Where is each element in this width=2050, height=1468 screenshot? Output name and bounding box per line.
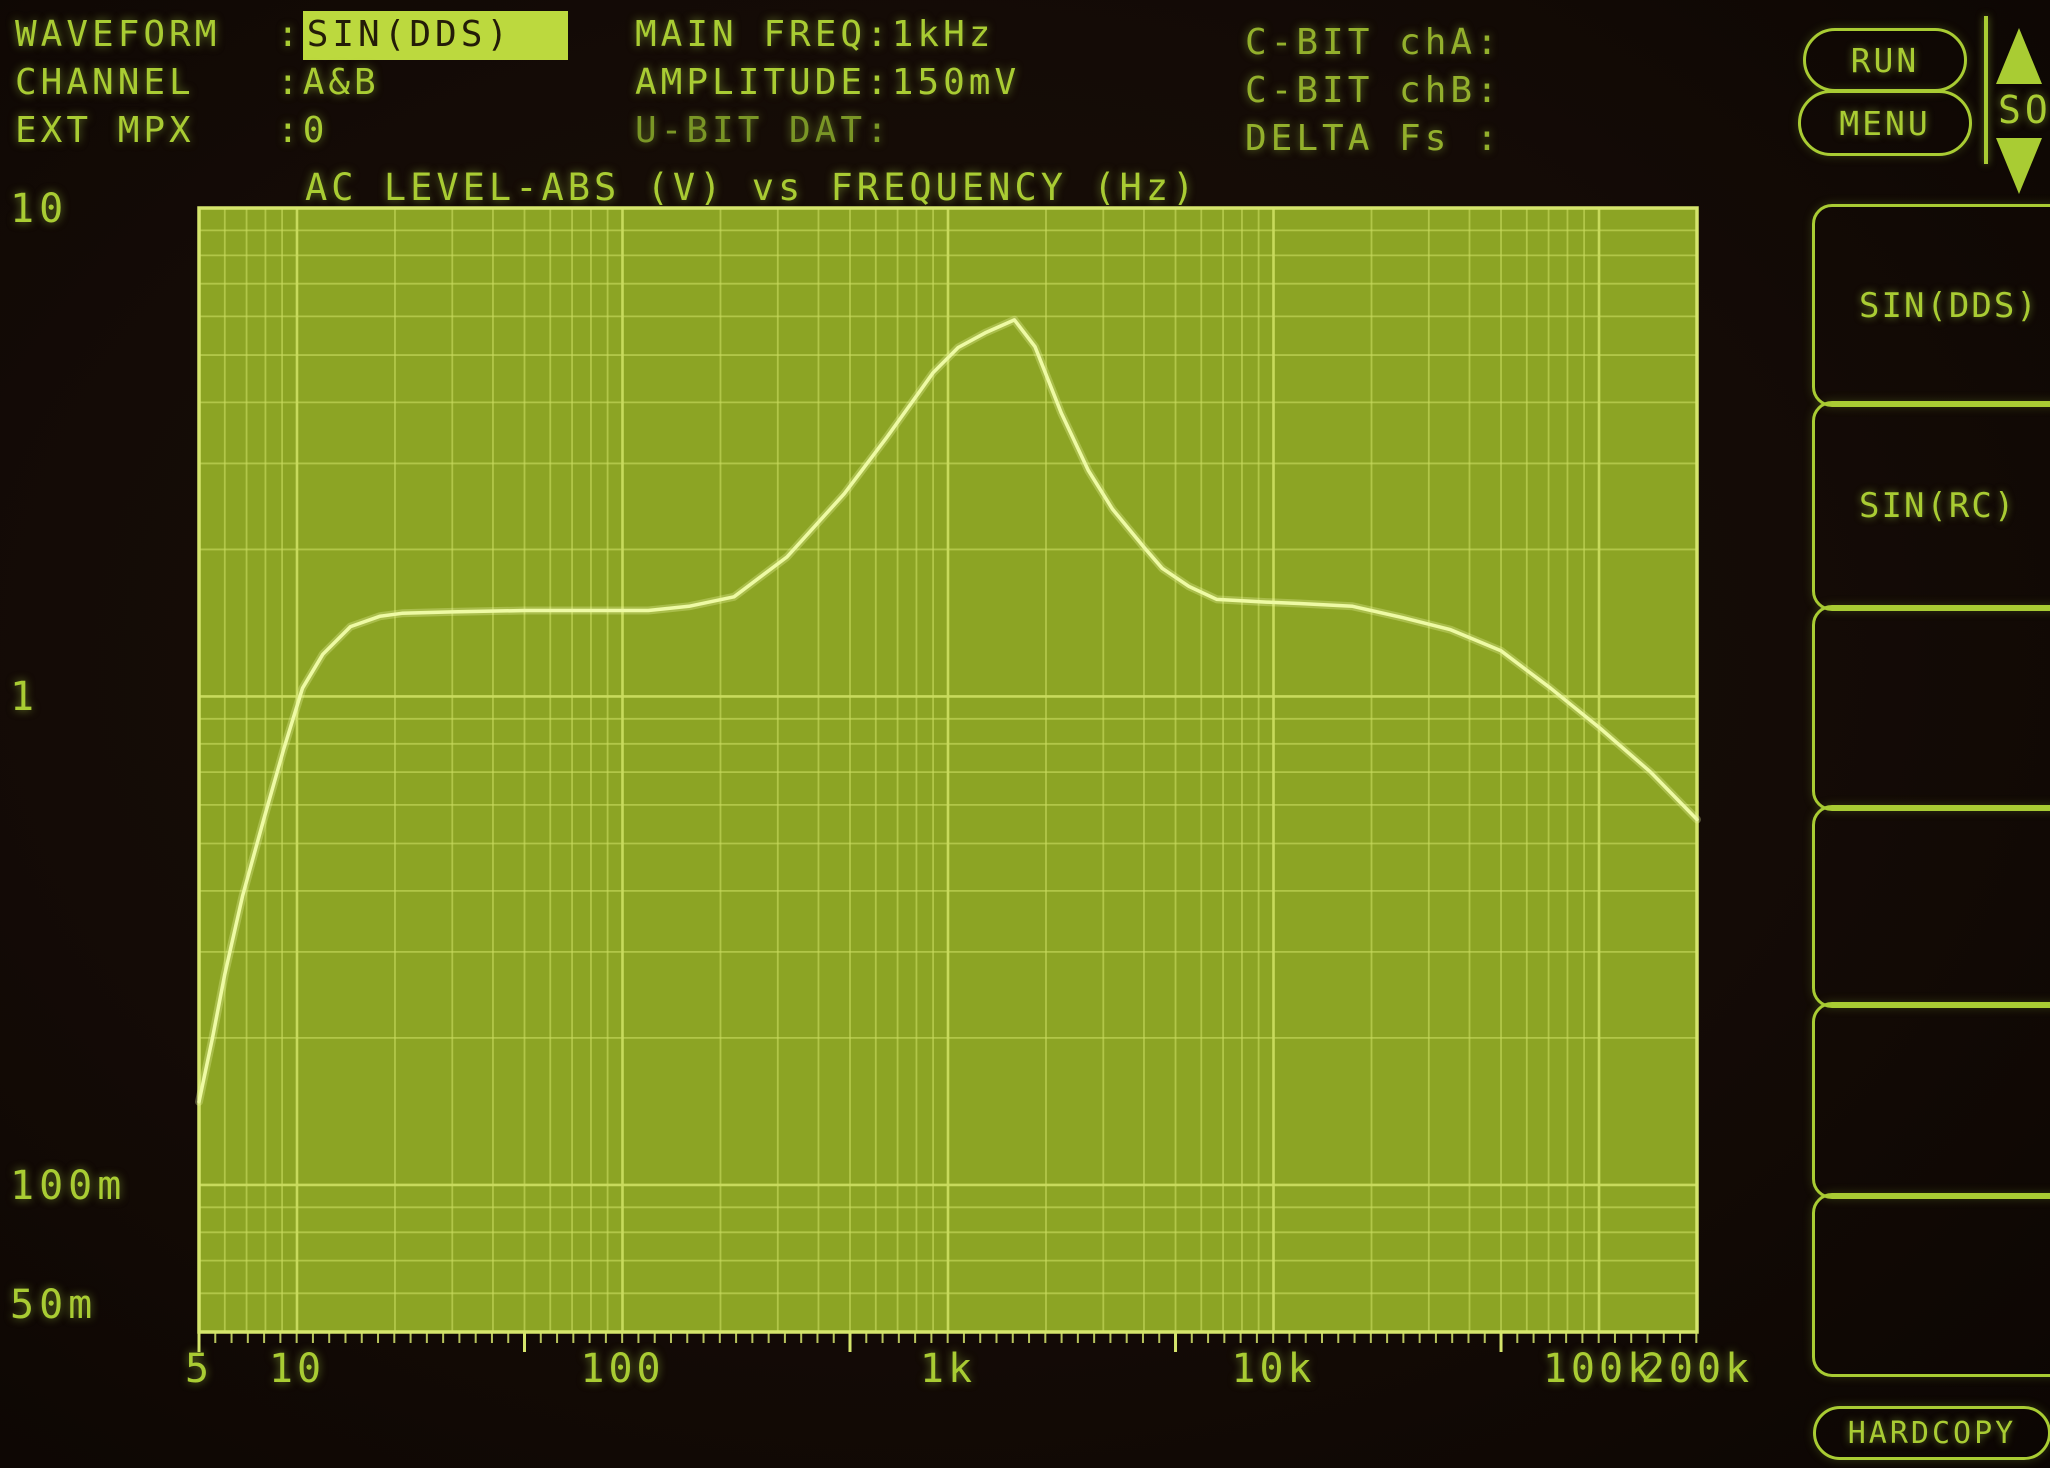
x-tick-label: 1k: [919, 1346, 977, 1392]
waveform-row: WAVEFORM: SIN(DDS): [15, 11, 569, 60]
chart-title: AC LEVEL-ABS (V) vs FREQUENCY (Hz): [305, 166, 1199, 209]
x-tick-label: 5: [184, 1346, 214, 1392]
run-button[interactable]: RUN: [1803, 28, 1967, 92]
u-bit-row: U-BIT DAT:: [635, 110, 892, 151]
selector-divider: [1984, 16, 1988, 164]
waveform-colon: :: [277, 14, 303, 55]
softkey-5[interactable]: [1812, 1002, 2050, 1199]
x-tick-label: 10: [268, 1346, 326, 1392]
softkey-1-label: SIN(DDS): [1859, 285, 2039, 326]
c-bit-chb-label: C-BIT chB:: [1245, 70, 1502, 111]
amplitude-label: AMPLITUDE:: [635, 62, 892, 103]
softkey-4[interactable]: [1812, 805, 2050, 1008]
y-tick-label: 10: [10, 186, 69, 232]
c-bit-cha-label: C-BIT chA:: [1245, 22, 1502, 63]
selector-down-icon[interactable]: [1996, 138, 2042, 194]
waveform-label: WAVEFORM: [15, 14, 221, 55]
main-freq-value[interactable]: 1kHz: [891, 14, 995, 55]
softkey-3[interactable]: [1812, 605, 2050, 811]
softkey-1[interactable]: SIN(DDS): [1812, 204, 2050, 407]
c-bit-chb-row: C-BIT chB:: [1245, 70, 1502, 111]
trace-line: [197, 318, 1699, 1104]
delta-fs-label: DELTA Fs :: [1245, 118, 1502, 159]
u-bit-label: U-BIT DAT:: [635, 110, 892, 151]
y-tick-label: 100m: [10, 1162, 127, 1209]
run-button-label: RUN: [1850, 40, 1920, 80]
amplitude-value[interactable]: 150mV: [891, 62, 1021, 103]
ext-mpx-label: EXT MPX: [15, 110, 195, 151]
x-tick-label: 100k: [1542, 1346, 1656, 1392]
y-tick-label: 1: [10, 674, 40, 721]
hardcopy-button[interactable]: HARDCOPY: [1813, 1406, 2050, 1460]
ext-mpx-row: EXT MPX:0: [15, 110, 328, 151]
x-tick-label: 100: [580, 1346, 665, 1392]
ext-mpx-value[interactable]: 0: [302, 110, 329, 151]
y-tick-label: 50m: [10, 1282, 98, 1328]
main-freq-label: MAIN FREQ:: [635, 14, 892, 55]
x-tick-label: 10k: [1231, 1346, 1316, 1392]
waveform-value[interactable]: SIN(DDS): [302, 11, 569, 60]
ext-mpx-colon: :: [277, 110, 303, 151]
selector-label: SO: [1998, 88, 2050, 132]
hardcopy-button-label: HARDCOPY: [1847, 1415, 2017, 1451]
x-tick-label: 200k: [1640, 1346, 1754, 1392]
softkey-2[interactable]: SIN(RC): [1812, 401, 2050, 611]
main-freq-row: MAIN FREQ:1kHz: [635, 14, 994, 55]
menu-button-label: MENU: [1839, 103, 1931, 143]
channel-label: CHANNEL: [15, 62, 195, 103]
frequency-response-plot: [195, 206, 1701, 1352]
softkey-6[interactable]: [1812, 1193, 2050, 1377]
channel-colon: :: [277, 62, 303, 103]
selector-up-icon[interactable]: [1996, 28, 2042, 84]
channel-row: CHANNEL:A&B: [15, 62, 380, 103]
c-bit-cha-row: C-BIT chA:: [1245, 22, 1502, 63]
delta-fs-row: DELTA Fs :: [1245, 118, 1502, 159]
softkey-2-label: SIN(RC): [1859, 486, 2017, 526]
channel-value[interactable]: A&B: [302, 62, 380, 103]
menu-button[interactable]: MENU: [1798, 90, 1972, 156]
amplitude-row: AMPLITUDE:150mV: [635, 62, 1020, 103]
